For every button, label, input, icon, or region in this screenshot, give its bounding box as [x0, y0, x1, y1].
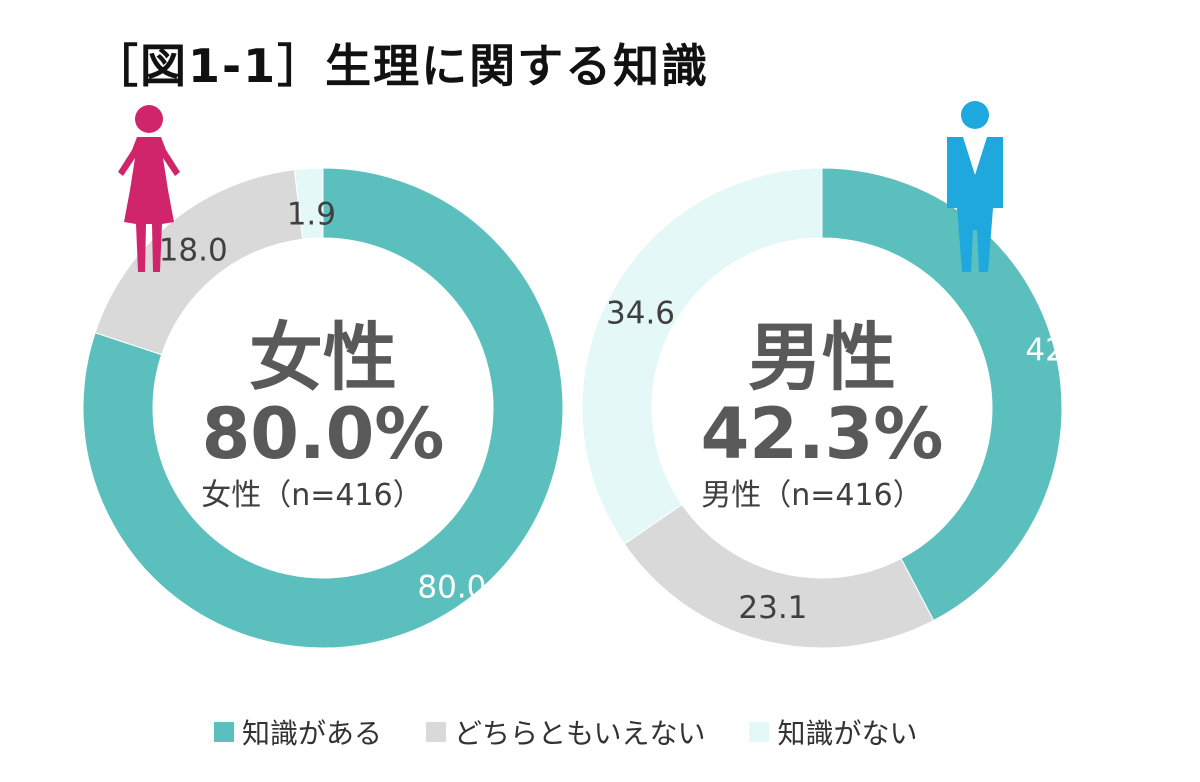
legend-label-neutral: どちらともいえない	[454, 717, 706, 750]
male-slice-dont-know	[581, 167, 823, 545]
male-center-value: 42.3%	[701, 393, 944, 475]
female-label-dont-know: 1.9	[287, 196, 336, 232]
legend: 知識がある どちらともいえない 知識がない	[214, 712, 917, 752]
female-label-know: 80.0	[417, 569, 486, 605]
female-center-title: 女性	[249, 315, 397, 401]
male-slice-neutral	[623, 503, 935, 649]
figure-title: ［図1-1］生理に関する知識	[92, 39, 710, 93]
legend-label-dont-know: 知識がない	[777, 717, 918, 750]
female-center-value: 80.0%	[202, 393, 445, 475]
legend-item-neutral: どちらともいえない	[426, 712, 705, 752]
female-label-neutral: 18.0	[159, 232, 228, 268]
legend-item-dont-know: 知識がない	[749, 712, 917, 752]
male-label-know: 42.3	[1025, 332, 1094, 368]
female-center-sub: 女性（n=416）	[201, 478, 422, 513]
legend-swatch-dont-know	[749, 722, 770, 742]
legend-swatch-neutral	[426, 722, 447, 742]
male-slice-know	[821, 167, 1063, 622]
donut-male: 42.3 23.1 34.6	[581, 167, 1094, 649]
male-label-dont-know: 34.6	[606, 296, 675, 332]
male-label-neutral: 23.1	[738, 590, 807, 626]
female-icon	[118, 105, 180, 272]
female-slice-know	[82, 167, 564, 649]
legend-label-know: 知識がある	[242, 717, 383, 750]
male-center-sub: 男性（n=416）	[701, 478, 922, 513]
female-slice-dont-know	[293, 167, 324, 240]
male-icon	[947, 101, 1003, 272]
legend-item-know: 知識がある	[214, 712, 382, 752]
donut-female: 80.0 18.0 1.9	[82, 167, 564, 649]
legend-swatch-know	[214, 722, 234, 742]
male-center-title: 男性	[748, 315, 896, 401]
